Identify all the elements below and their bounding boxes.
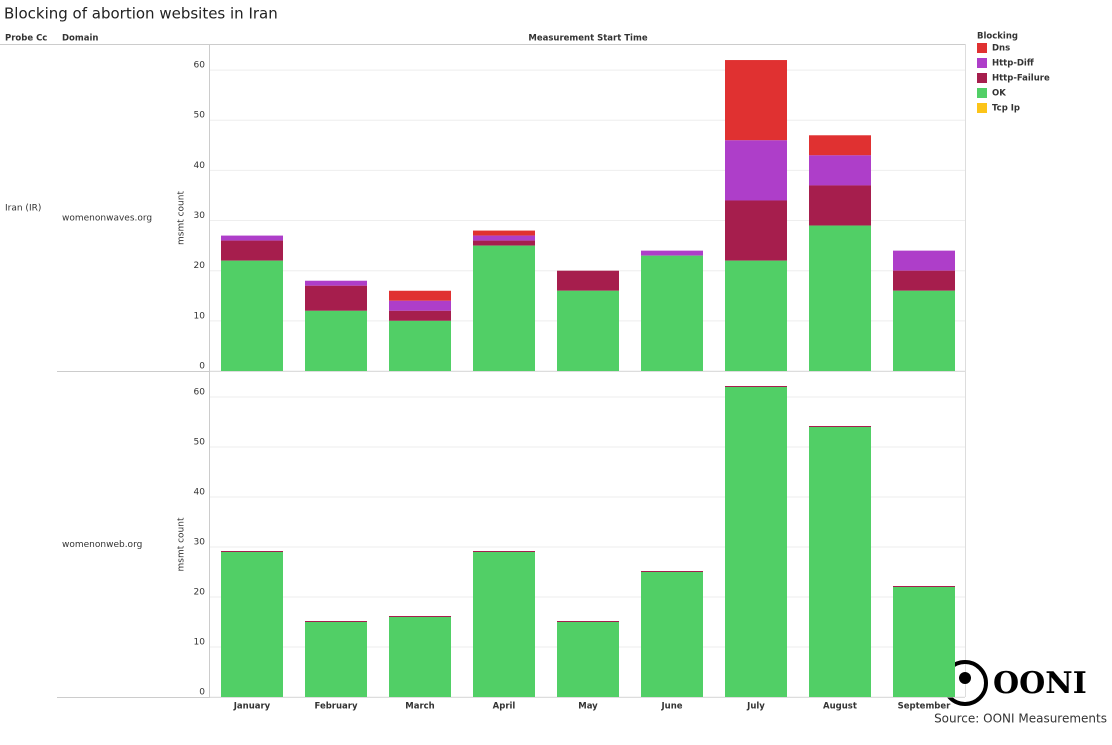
y-tick-label: 0: [199, 688, 205, 698]
legend-label: Dns: [992, 44, 1010, 54]
y-tick-label: 40: [194, 488, 206, 498]
bar-segment: [473, 240, 535, 246]
legend-label: Tcp Ip: [992, 104, 1020, 114]
legend-swatch: [977, 73, 987, 83]
bar-segment: [221, 260, 283, 371]
bar-segment: [389, 290, 451, 301]
x-tick-label: March: [405, 702, 434, 712]
probe-cc: Iran (IR): [5, 204, 41, 214]
bar: [221, 552, 283, 697]
x-tick-label: February: [314, 702, 357, 712]
bar-segment: [221, 240, 283, 261]
y-tick-label: 30: [194, 211, 206, 221]
y-tick-label: 30: [194, 538, 206, 548]
x-tick-label: July: [746, 702, 765, 712]
logo: OONI: [993, 666, 1087, 701]
bar-segment: [809, 155, 871, 186]
bar: [389, 617, 451, 697]
y-tick-label: 40: [194, 161, 206, 171]
bar-segment: [221, 235, 283, 241]
bar-segment: [893, 270, 955, 291]
logo-icon: [959, 672, 971, 684]
bar-segment: [809, 135, 871, 156]
legend-label: Http-Failure: [992, 74, 1050, 84]
y-tick-label: 10: [194, 311, 206, 321]
bar: [809, 427, 871, 697]
bar-segment: [473, 235, 535, 241]
x-tick-label: April: [493, 702, 516, 712]
domain-label: womenonwaves.org: [62, 214, 152, 224]
bar-segment: [473, 230, 535, 236]
bar-segment: [473, 245, 535, 371]
bar-segment: [305, 280, 367, 286]
y-tick-label: 50: [194, 438, 206, 448]
bar-segment: [893, 290, 955, 371]
bar-segment: [557, 290, 619, 371]
header: Measurement Start Time: [528, 34, 647, 44]
legend-swatch: [977, 103, 987, 113]
header: Probe Cc: [5, 34, 47, 44]
x-tick-label: May: [578, 702, 598, 712]
x-tick-label: June: [660, 702, 682, 712]
legend-swatch: [977, 43, 987, 53]
bar-segment: [389, 310, 451, 321]
y-tick-label: 50: [194, 111, 206, 121]
x-tick-label: September: [898, 702, 952, 712]
bar-segment: [557, 270, 619, 291]
y-tick-label: 0: [199, 362, 205, 372]
bar: [557, 622, 619, 697]
legend-title: Blocking: [977, 32, 1018, 42]
bar-segment: [809, 185, 871, 226]
y-tick-label: 20: [194, 261, 206, 271]
bar-segment: [725, 140, 787, 201]
y-tick-label: 60: [194, 61, 206, 71]
legend-label: OK: [992, 89, 1006, 99]
bar: [305, 622, 367, 697]
x-tick-label: January: [233, 702, 271, 712]
y-tick-label: 10: [194, 638, 206, 648]
bar-segment: [641, 250, 703, 256]
header: Domain: [62, 34, 98, 44]
bar: [725, 387, 787, 697]
bar: [641, 572, 703, 697]
y-axis-label: msmt count: [177, 517, 187, 571]
bar-segment: [641, 255, 703, 371]
bar-segment: [305, 285, 367, 311]
bar-segment: [389, 320, 451, 371]
legend-swatch: [977, 58, 987, 68]
bar-segment: [893, 250, 955, 271]
y-tick-label: 60: [194, 388, 206, 398]
legend-swatch: [977, 88, 987, 98]
bar: [893, 587, 955, 697]
bar-segment: [809, 225, 871, 371]
domain-label: womenonweb.org: [62, 540, 142, 550]
bar-segment: [305, 310, 367, 371]
bar-segment: [725, 260, 787, 371]
bar-segment: [725, 60, 787, 141]
y-axis-label: msmt count: [177, 191, 187, 245]
chart-title: Blocking of abortion websites in Iran: [4, 5, 278, 23]
legend-label: Http-Diff: [992, 59, 1034, 69]
bar-segment: [725, 200, 787, 261]
bar: [473, 552, 535, 697]
bar-segment: [389, 300, 451, 311]
x-tick-label: August: [823, 702, 857, 712]
y-tick-label: 20: [194, 588, 206, 598]
source: Source: OONI Measurements: [934, 712, 1107, 726]
